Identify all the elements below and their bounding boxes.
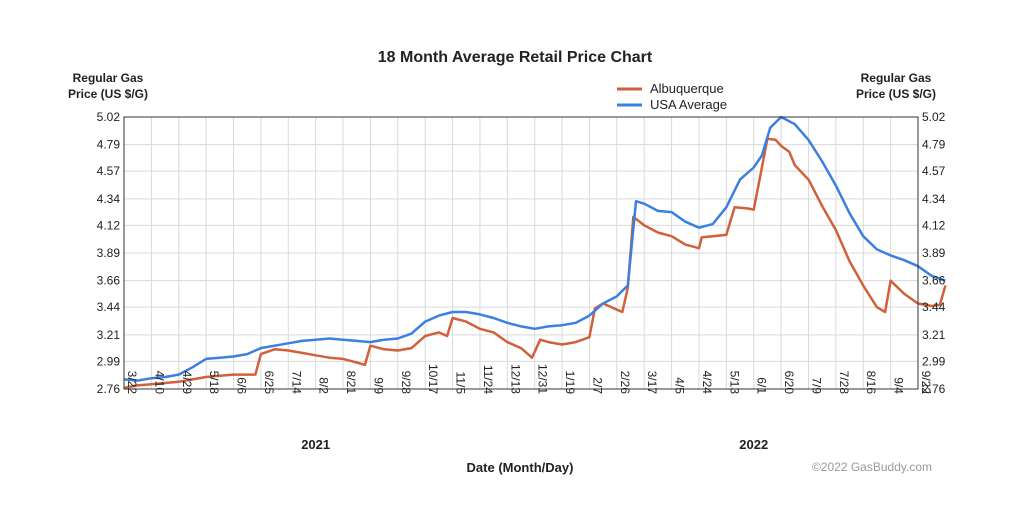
x-tick-label-10: 9/28: [399, 371, 413, 395]
x-tick-label-11: 10/17: [426, 364, 440, 394]
y-tick-label-left-2: 4.57: [97, 164, 121, 178]
y-tick-label-right-2: 4.57: [922, 164, 946, 178]
y-tick-label-right-0: 5.02: [922, 110, 946, 124]
y-tick-label-right-8: 3.21: [922, 328, 946, 342]
x-tick-labels: 3/22 4/10 4/29 5/18 6/6 6/25 7/14 8/2 8/21 9/9 9/2…: [125, 364, 933, 394]
copyright-notice: ©2022 GasBuddy.com: [812, 460, 932, 474]
x-tick-label-13: 11/24: [481, 365, 495, 394]
chart-title: 18 Month Average Retail Price Chart: [378, 49, 653, 66]
y-tick-label-right-7: 3.44: [922, 300, 946, 314]
x-tick-label-22: 5/13: [727, 371, 741, 395]
y-tick-label-left-1: 4.79: [97, 138, 121, 152]
x-tick-label-6: 7/14: [289, 371, 303, 395]
x-tick-label-20: 4/5: [673, 377, 687, 394]
y-tick-label-left-5: 3.89: [97, 246, 121, 260]
series-line-albuquerque: [123, 137, 947, 390]
y-tick-label-right-6: 3.66: [922, 274, 946, 288]
x-tick-label-3: 5/18: [207, 371, 221, 395]
x-tick-label-12: 11/5: [454, 372, 468, 395]
x-tick-label-0: 3/22: [125, 371, 139, 395]
x-axis-label: Date (Month/Day): [467, 460, 574, 475]
x-tick-label-17: 2/7: [590, 377, 604, 394]
x-tick-label-19: 3/17: [645, 371, 659, 395]
x-tick-label-26: 7/28: [837, 371, 851, 395]
y-tick-label-left-0: 5.02: [97, 110, 121, 124]
x-tick-label-7: 8/2: [317, 377, 331, 394]
x-tick-label-4: 6/6: [235, 377, 249, 394]
x-tick-label-8: 8/21: [344, 371, 358, 395]
x-tick-label-1: 4/10: [152, 371, 166, 395]
x-tick-label-9: 9/9: [371, 377, 385, 394]
y-tick-label-right-3: 4.34: [922, 192, 946, 206]
year-label-2022: 2022: [739, 437, 768, 452]
x-tick-label-2: 4/29: [180, 371, 194, 395]
y-tick-label-right-1: 4.79: [922, 138, 946, 152]
x-tick-label-18: 2/26: [618, 371, 632, 395]
y-axis-label-right-line-1: Regular Gas: [861, 71, 932, 85]
x-tick-label-14: 12/13: [508, 364, 522, 394]
y-tick-label-right-10: 2.76: [922, 382, 946, 396]
x-tick-label-24: 6/20: [782, 371, 796, 395]
series-lines: [123, 115, 947, 390]
x-tick-label-23: 6/1: [755, 377, 769, 394]
x-tick-label-21: 4/24: [700, 371, 714, 395]
year-labels: 2021 2022: [301, 437, 768, 452]
y-tick-label-left-6: 3.66: [97, 274, 121, 288]
x-tick-label-5: 6/25: [262, 371, 276, 395]
plot-border: [123, 116, 919, 390]
legend: Albuquerque USA Average: [617, 81, 727, 112]
legend-label-usa-average: USA Average: [650, 97, 727, 112]
x-tick-label-27: 8/16: [864, 371, 878, 395]
y-tick-label-left-4: 4.12: [97, 218, 121, 232]
y-axis-label-right-line-2: Price (US $/G): [856, 87, 936, 101]
legend-label-albuquerque: Albuquerque: [650, 81, 724, 96]
x-tick-label-15: 12/31: [536, 364, 550, 394]
x-tick-label-28: 9/4: [892, 377, 906, 394]
y-tick-label-right-9: 2.99: [922, 354, 946, 368]
y-tick-label-left-7: 3.44: [97, 300, 121, 314]
x-tick-label-29: 9/22: [919, 371, 933, 395]
y-tick-label-right-5: 3.89: [922, 246, 946, 260]
y-axis-label-left-line-2: Price (US $/G): [68, 87, 148, 101]
y-tick-label-left-10: 2.76: [97, 382, 121, 396]
y-axis-label-left-line-1: Regular Gas: [73, 71, 144, 85]
y-tick-label-right-4: 4.12: [922, 218, 946, 232]
year-label-2021: 2021: [301, 437, 330, 452]
y-tick-labels: 5.02 5.02 4.79 4.79 4.57 4.57 4.34 4.34 4.12 4.12…: [97, 110, 946, 396]
y-tick-label-left-8: 3.21: [97, 328, 121, 342]
x-tick-label-25: 7/9: [809, 377, 823, 394]
x-tick-label-16: 1/19: [563, 371, 577, 395]
y-tick-label-left-3: 4.34: [97, 192, 121, 206]
series-line-usa-average: [123, 115, 946, 382]
y-tick-label-left-9: 2.99: [97, 354, 121, 368]
